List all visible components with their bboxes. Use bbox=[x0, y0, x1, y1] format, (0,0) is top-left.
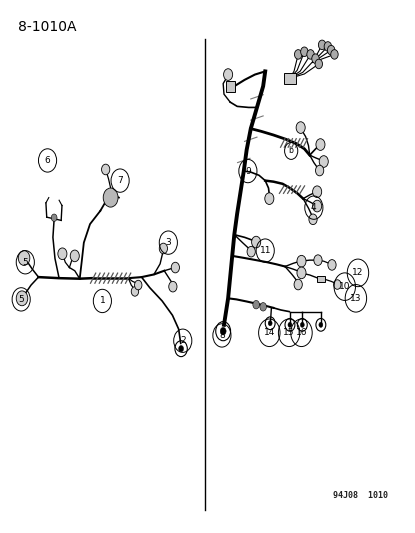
Circle shape bbox=[327, 45, 335, 55]
Text: 5: 5 bbox=[18, 295, 24, 304]
Circle shape bbox=[312, 200, 322, 212]
Circle shape bbox=[296, 122, 305, 133]
Text: 9: 9 bbox=[245, 166, 251, 175]
FancyBboxPatch shape bbox=[226, 81, 235, 92]
Circle shape bbox=[70, 250, 79, 262]
Circle shape bbox=[300, 47, 308, 56]
Circle shape bbox=[334, 280, 341, 289]
Circle shape bbox=[314, 255, 322, 265]
Circle shape bbox=[134, 280, 142, 290]
Circle shape bbox=[297, 267, 306, 279]
Text: 3: 3 bbox=[166, 238, 171, 247]
Circle shape bbox=[169, 281, 177, 292]
FancyBboxPatch shape bbox=[284, 73, 296, 84]
Text: 1: 1 bbox=[100, 296, 105, 305]
Circle shape bbox=[16, 291, 28, 306]
Circle shape bbox=[131, 287, 139, 296]
Text: 5: 5 bbox=[22, 258, 28, 266]
Circle shape bbox=[319, 322, 323, 327]
Circle shape bbox=[309, 214, 317, 224]
Text: 4: 4 bbox=[311, 203, 317, 212]
Circle shape bbox=[102, 164, 110, 175]
Circle shape bbox=[18, 251, 30, 265]
Circle shape bbox=[288, 322, 292, 327]
Circle shape bbox=[178, 345, 183, 352]
Text: 2: 2 bbox=[180, 336, 186, 345]
Circle shape bbox=[315, 59, 322, 69]
Circle shape bbox=[312, 186, 322, 198]
Circle shape bbox=[297, 255, 306, 267]
Circle shape bbox=[307, 50, 314, 59]
Text: 15: 15 bbox=[283, 328, 295, 337]
Circle shape bbox=[58, 248, 67, 260]
Text: b: b bbox=[289, 147, 294, 156]
Circle shape bbox=[260, 303, 266, 311]
Circle shape bbox=[268, 321, 272, 326]
Text: 14: 14 bbox=[264, 328, 275, 337]
Circle shape bbox=[328, 260, 336, 270]
Circle shape bbox=[51, 214, 57, 221]
Circle shape bbox=[294, 279, 302, 290]
Circle shape bbox=[318, 40, 326, 50]
Text: 16: 16 bbox=[296, 328, 307, 337]
Circle shape bbox=[253, 301, 259, 309]
Text: 12: 12 bbox=[352, 268, 364, 277]
Circle shape bbox=[295, 50, 302, 59]
Text: 11: 11 bbox=[259, 246, 271, 255]
Text: 8-1010A: 8-1010A bbox=[18, 20, 76, 34]
Circle shape bbox=[331, 50, 338, 59]
Text: 10: 10 bbox=[339, 282, 351, 291]
Circle shape bbox=[220, 327, 226, 335]
Text: 94J08  1010: 94J08 1010 bbox=[332, 491, 388, 500]
Circle shape bbox=[312, 54, 319, 63]
Circle shape bbox=[103, 188, 118, 207]
Text: 6: 6 bbox=[45, 156, 51, 165]
Circle shape bbox=[159, 243, 168, 254]
Circle shape bbox=[324, 42, 332, 51]
Text: 8: 8 bbox=[219, 331, 225, 340]
Circle shape bbox=[316, 139, 325, 150]
Circle shape bbox=[300, 322, 304, 327]
Circle shape bbox=[319, 156, 328, 167]
Circle shape bbox=[251, 236, 261, 248]
Circle shape bbox=[171, 262, 179, 273]
FancyBboxPatch shape bbox=[317, 276, 325, 282]
Text: 7: 7 bbox=[117, 176, 123, 185]
Text: 13: 13 bbox=[350, 294, 361, 303]
Circle shape bbox=[265, 193, 274, 205]
Circle shape bbox=[224, 69, 233, 80]
Circle shape bbox=[315, 165, 324, 176]
Circle shape bbox=[247, 246, 255, 257]
